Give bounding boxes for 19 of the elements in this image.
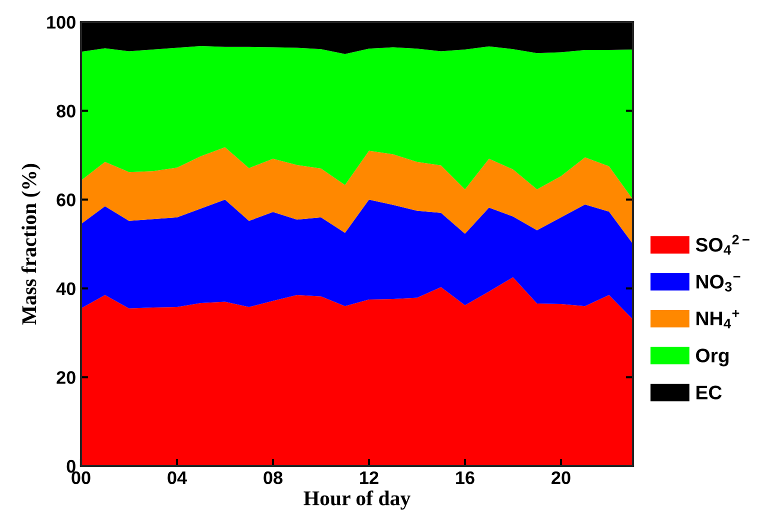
y-axis-title: Mass fraction (%) xyxy=(21,164,40,325)
x-tick-label: 12 xyxy=(360,471,378,484)
y-tick-label: 40 xyxy=(56,282,76,296)
y-tick-label: 20 xyxy=(56,371,76,384)
y-tick-label: 60 xyxy=(56,194,76,206)
legend-label: NO$_{3}$$^{−}$ xyxy=(696,274,740,292)
y-tick-label: 100 xyxy=(47,16,76,29)
legend-label: NH$_{4}$$^{+}$ xyxy=(696,310,740,328)
legend-label: EC xyxy=(696,386,722,400)
legend-label: Org xyxy=(696,348,728,366)
y-tick-label: 80 xyxy=(56,104,76,118)
x-axis-title: Hour of day xyxy=(304,490,410,510)
x-tick-label: 04 xyxy=(168,471,187,484)
x-tick-label: 08 xyxy=(264,471,282,484)
x-tick-label: 20 xyxy=(552,471,570,484)
legend-label: SO$_{4}$$^{2−}$ xyxy=(696,234,750,255)
x-tick-label: 16 xyxy=(456,471,474,484)
y-tick-label: 0 xyxy=(66,460,76,473)
x-tick-label: 00 xyxy=(72,471,90,484)
